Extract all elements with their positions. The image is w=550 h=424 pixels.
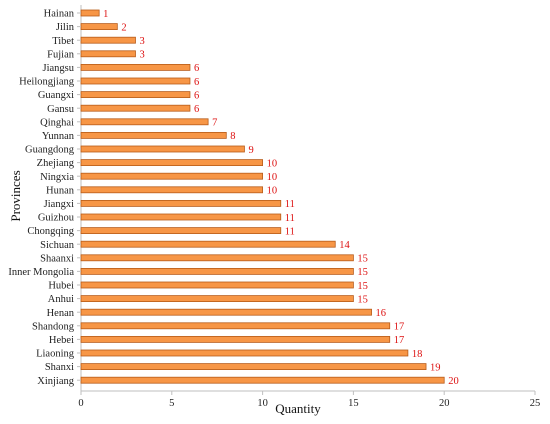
y-tick-label: Shaanxi: [40, 253, 74, 264]
bar: [80, 77, 191, 85]
data-label: 18: [412, 349, 423, 360]
y-tick-label: Anhui: [48, 294, 74, 305]
data-label: 11: [285, 199, 295, 210]
bar: [80, 50, 136, 58]
bar: [80, 254, 354, 262]
y-tick-label: Yunnan: [42, 131, 75, 142]
y-tick-label: Xinjiang: [37, 376, 74, 387]
x-tick-label: 15: [348, 398, 359, 409]
bar: [80, 335, 391, 343]
y-tick-label: Tibet: [52, 36, 74, 47]
y-tick-label: Ningxia: [40, 172, 74, 183]
y-tick-label: Hainan: [44, 9, 75, 20]
data-label: 10: [267, 158, 278, 169]
y-tick-label: Gansu: [47, 104, 75, 115]
y-tick-label: Guangxi: [38, 90, 74, 101]
data-label: 8: [230, 131, 235, 142]
y-tick-label: Zhejiang: [37, 158, 75, 169]
data-label: 16: [376, 308, 387, 319]
y-axis-title: Provinces: [8, 170, 23, 221]
data-label: 10: [267, 172, 278, 183]
x-tick-label: 10: [257, 398, 268, 409]
bar: [80, 267, 354, 275]
bar: [80, 349, 409, 357]
bar: [80, 240, 336, 248]
y-tick-label: Jiangxi: [44, 199, 74, 210]
data-label: 7: [212, 118, 217, 129]
y-tick-label: Heilongjiang: [19, 77, 75, 88]
bar: [80, 376, 445, 384]
bar: [80, 118, 209, 126]
bar: [80, 213, 282, 221]
y-tick-label: Guizhou: [38, 213, 75, 224]
y-tick-label: Chongqing: [27, 226, 74, 237]
x-tick-label: 20: [439, 398, 450, 409]
data-label: 6: [194, 77, 199, 88]
bar: [80, 36, 136, 44]
bar: [80, 23, 118, 31]
y-tick-label: Hebei: [49, 335, 74, 346]
bar: [80, 104, 191, 112]
data-label: 9: [248, 145, 253, 156]
bar: [80, 363, 427, 371]
data-label: 17: [394, 335, 405, 346]
bar: [80, 64, 191, 71]
data-label: 3: [139, 36, 144, 47]
y-tick-label: Qinghai: [40, 117, 74, 128]
bar: [80, 145, 245, 153]
data-label: 14: [339, 240, 350, 251]
data-label: 6: [194, 63, 199, 74]
data-label: 19: [430, 362, 441, 373]
bar: [80, 227, 282, 235]
x-tick-label: 5: [169, 398, 174, 409]
y-tick-label: Shanxi: [45, 362, 74, 373]
bar: [80, 186, 264, 194]
data-label: 6: [194, 90, 199, 101]
bar: [80, 91, 191, 98]
data-label: 2: [121, 22, 126, 33]
bar: [80, 159, 264, 167]
y-tick-label: Fujian: [47, 49, 75, 60]
y-tick-label: Sichuan: [40, 240, 75, 251]
data-label: 15: [357, 294, 368, 305]
y-tick-label: Guangdong: [25, 145, 75, 156]
data-label: 20: [448, 376, 459, 387]
data-label: 10: [267, 186, 278, 197]
x-axis-title: Quantity: [275, 401, 321, 416]
data-label: 15: [357, 281, 368, 292]
y-tick-label: Jiangsu: [43, 63, 75, 74]
y-tick-label: Shandong: [32, 321, 75, 332]
y-tick-label: Liaoning: [36, 349, 75, 360]
y-tick-label: Hubei: [48, 281, 74, 292]
data-label: 15: [357, 254, 368, 265]
bar: [80, 9, 100, 17]
data-label: 17: [394, 322, 405, 333]
plot-area: Hainan 1 Jilin 2 Tibet 3 Fujian 3 Jiangsu 6 Heilon…: [8, 5, 540, 409]
data-label: 15: [357, 267, 368, 278]
bar: [80, 308, 372, 316]
y-tick-label: Jilin: [56, 22, 75, 33]
bar: [80, 199, 282, 207]
data-label: 11: [285, 213, 295, 224]
bar: [80, 131, 227, 139]
y-tick-label: Inner Mongolia: [8, 267, 74, 278]
data-label: 3: [139, 50, 144, 61]
data-label: 6: [194, 104, 199, 115]
x-tick-label: 25: [530, 398, 541, 409]
y-tick-label: Hunan: [46, 185, 75, 196]
data-label: 1: [103, 9, 108, 20]
bar: [80, 295, 354, 303]
x-tick-label: 0: [78, 398, 83, 409]
data-label: 11: [285, 226, 295, 237]
bar: [80, 281, 354, 289]
y-tick-label: Henan: [47, 308, 75, 319]
bar: [80, 322, 391, 330]
bar: [80, 172, 264, 180]
